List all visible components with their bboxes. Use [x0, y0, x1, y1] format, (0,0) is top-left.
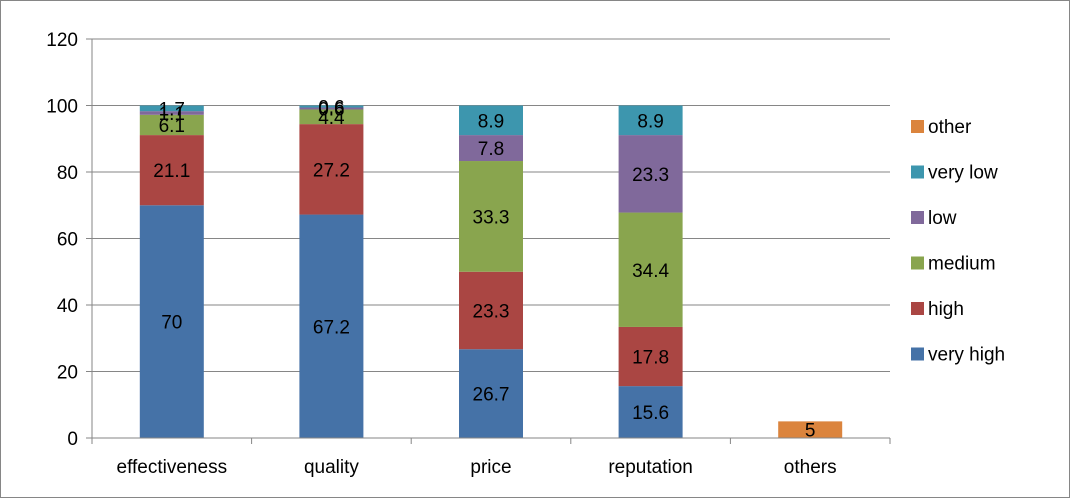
bar-low-price	[459, 135, 523, 162]
data-labels: 70 67.2 26.7 15.6 21.1 27.2 23.3 17.8 6.1 4.4 33.3…	[153, 97, 815, 441]
bars	[139, 105, 843, 438]
bar-medium-quality	[299, 109, 364, 125]
data-label: 23.3	[473, 301, 510, 322]
data-label: 23.3	[632, 165, 669, 186]
data-label: 15.6	[632, 403, 669, 424]
data-label: 8.9	[637, 111, 663, 132]
x-tick-label-quality: quality	[304, 457, 359, 478]
bar-very-high-reputation	[618, 386, 683, 438]
data-label: 26.7	[473, 385, 510, 406]
y-tick-label: 20	[57, 363, 78, 384]
y-tick-label: 120	[46, 30, 78, 51]
data-label: 21.1	[153, 161, 190, 182]
y-tick-label: 80	[57, 163, 78, 184]
data-label: 0.6	[318, 97, 344, 118]
data-label: 34.4	[632, 261, 669, 282]
y-tick-label: 60	[57, 230, 78, 251]
legend-swatch-medium	[911, 256, 924, 270]
bar-high-reputation	[618, 326, 683, 387]
data-label: 70	[161, 313, 182, 334]
data-label: 1.1	[159, 104, 185, 125]
bar-high-effectiveness	[139, 135, 204, 206]
axes	[86, 38, 891, 444]
data-label: 33.3	[473, 207, 510, 228]
bar-very-low-price	[459, 105, 523, 136]
bar-medium-reputation	[618, 212, 683, 327]
data-label: 5	[805, 421, 816, 442]
bar-low-quality	[299, 107, 364, 110]
legend-swatch-very-high	[911, 347, 924, 361]
data-label: 17.8	[632, 348, 669, 369]
bar-very-high-price	[459, 349, 523, 438]
y-tick-label: 100	[46, 97, 78, 118]
legend-label: low	[928, 208, 957, 229]
bar-high-price	[459, 271, 523, 350]
bar-high-quality	[299, 124, 364, 215]
bar-medium-effectiveness	[139, 114, 204, 136]
data-label: 8.9	[478, 111, 504, 132]
bar-low-reputation	[618, 135, 683, 213]
bar-other-others	[778, 421, 843, 438]
data-label: 4.4	[318, 108, 345, 129]
legend-label: high	[928, 299, 964, 320]
x-tick-label-price: price	[470, 457, 511, 478]
legend-label: very low	[928, 163, 998, 184]
bar-very-high-effectiveness	[139, 205, 204, 438]
bar-medium-price	[459, 161, 523, 272]
legend-swatch-high	[911, 302, 924, 315]
x-tick-label-effectiveness: effectiveness	[117, 457, 228, 478]
legend-label: medium	[928, 254, 996, 275]
legend-swatch-other	[911, 120, 924, 133]
y-tick-labels: 0 20 40 60 80 100 120	[46, 30, 78, 450]
y-tick-label: 0	[67, 429, 78, 450]
bar-very-low-reputation	[618, 105, 683, 136]
data-label: 1.7	[159, 99, 185, 120]
bar-very-low-effectiveness	[139, 105, 204, 112]
x-tick-label-others: others	[784, 457, 837, 478]
legend-label: other	[928, 117, 972, 138]
data-label: 0.6	[318, 99, 344, 120]
bar-very-high-quality	[299, 214, 364, 438]
x-tick-label-reputation: reputation	[608, 457, 693, 478]
bar-low-effectiveness	[139, 111, 204, 115]
legend-swatch-low	[911, 211, 924, 224]
data-label: 6.1	[159, 116, 185, 137]
x-tick-labels: effectiveness quality price reputation other…	[117, 457, 837, 478]
legend-swatch-very-low	[911, 165, 924, 179]
data-label: 27.2	[313, 160, 350, 181]
legend-label: very high	[928, 345, 1005, 366]
data-label: 7.8	[478, 139, 504, 160]
bar-very-low-quality	[299, 105, 364, 108]
data-label: 67.2	[313, 317, 350, 338]
y-tick-label: 40	[57, 296, 78, 317]
legend: other very low low medium high very high	[911, 117, 1005, 366]
